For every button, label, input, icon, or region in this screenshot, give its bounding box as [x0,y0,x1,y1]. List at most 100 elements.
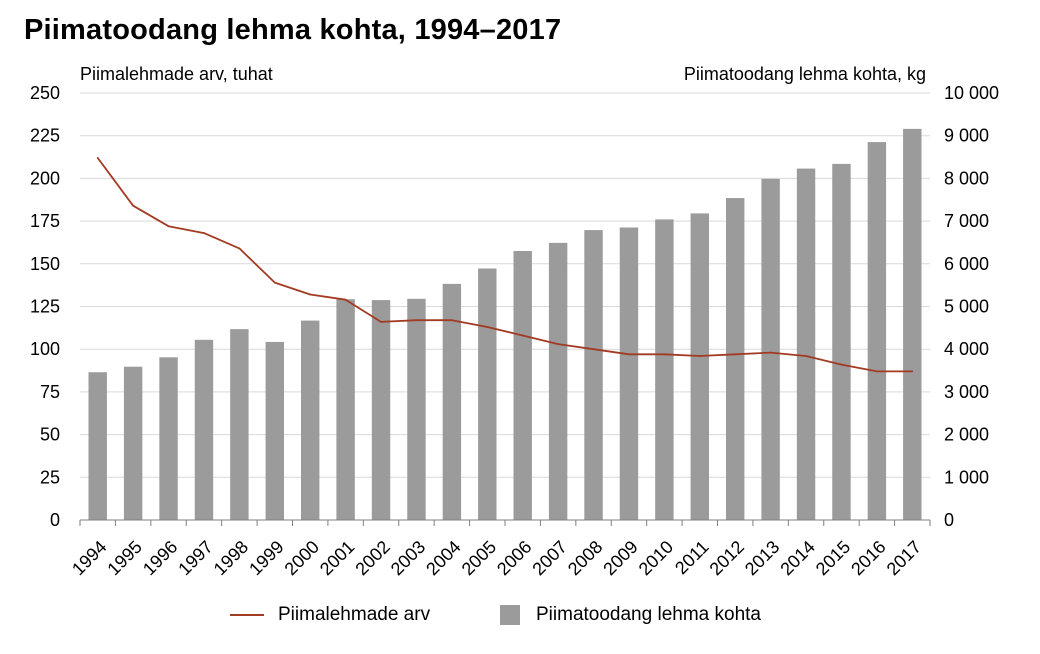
right-tick-label: 6 000 [944,254,989,274]
left-tick-label: 125 [30,297,60,317]
line-point [557,343,560,345]
right-tick-label: 1 000 [944,467,989,487]
line-point [344,298,347,301]
x-tick-label: 2011 [671,537,713,579]
x-axis-ticks: 1994199519961997199819992000200120022003… [68,537,925,579]
left-axis-ticks: 0 25 50 75 100 125 150 175 200 225 250 [30,83,60,530]
chart-plot: 0 25 50 75 100 125 150 175 200 225 250 0 1 000 2 000… [30,83,999,579]
line-point [309,293,312,296]
x-tick-label: 2004 [422,537,464,579]
bar [88,372,107,520]
line-point [96,157,99,159]
line-point [132,204,135,207]
right-tick-label: 5 000 [944,297,989,317]
legend-label-bar: Piimatoodang lehma kohta [536,604,761,625]
x-tick-label: 1994 [68,537,110,579]
bar [230,329,249,520]
line-point [911,370,914,373]
bar [796,168,816,521]
right-tick-label: 3 000 [944,382,989,402]
line-point [592,348,595,351]
bar [265,341,284,520]
left-tick-label: 225 [30,126,60,146]
x-tick-label: 1996 [139,537,181,579]
bar [123,366,143,520]
x-tick-label: 2008 [564,537,606,579]
bar [194,339,214,520]
bar [371,300,391,520]
bar [301,320,320,520]
right-tick-label: 9 000 [944,126,989,146]
bar [867,142,887,521]
bar [903,128,922,521]
x-tick-label: 2003 [387,537,429,579]
legend-line-swatch [230,614,264,616]
right-tick-label: 0 [944,510,954,530]
legend-item-line: Piimalehmade arv [230,604,430,626]
line-point [450,319,453,322]
x-tick-label: 2006 [493,537,535,579]
axes [79,519,931,526]
left-tick-label: 100 [30,339,60,359]
line-point [238,247,241,250]
bar [407,298,426,520]
right-tick-label: 2 000 [944,425,989,445]
x-tick-label: 2002 [351,537,393,579]
gridlines [80,92,930,478]
bar [159,357,178,520]
left-tick-label: 0 [50,510,60,530]
left-tick-label: 175 [30,211,60,231]
bar [478,268,497,520]
bar [726,198,745,521]
x-tick-label: 2007 [528,537,570,579]
right-axis-ticks: 0 1 000 2 000 3 000 4 000 5 000 6 000 7 000 8 00… [944,83,999,530]
x-tick-label: 2013 [741,537,783,579]
line-point [769,351,772,354]
x-tick-label: 1995 [103,537,145,579]
x-tick-label: 1999 [245,537,287,579]
right-tick-label: 7 000 [944,211,989,231]
line-point [698,355,701,357]
right-tick-label: 10 000 [944,83,999,103]
bar-series [88,128,922,521]
x-tick-label: 2001 [316,537,358,579]
line-point [486,326,489,328]
line-point [663,353,666,356]
bar [513,250,532,521]
line-point [628,353,630,356]
x-tick-label: 1998 [210,537,252,579]
x-tick-label: 2016 [847,537,889,579]
bar [690,213,709,520]
left-tick-label: 25 [40,467,60,487]
legend-label-line: Piimalehmade arv [278,604,431,625]
line-point [734,353,737,356]
bar [442,283,462,520]
chart-title: Piimatoodang lehma kohta, 1994–2017 [24,14,562,46]
line-point [840,363,843,366]
left-tick-label: 50 [40,425,60,445]
line-point [203,232,205,234]
left-tick-label: 75 [40,382,60,402]
line-point [805,355,807,357]
line-point [380,320,382,323]
x-tick-label: 2010 [635,537,677,579]
legend: Piimalehmade arv Piimatoodang lehma koht… [0,604,1040,634]
right-tick-label: 4 000 [944,339,989,359]
left-axis-label: Piimalehmade arv, tuhat [80,64,273,84]
x-tick-label: 2017 [883,537,925,579]
left-tick-label: 250 [30,83,60,103]
line-point [415,319,418,322]
legend-bar-swatch [500,605,520,625]
x-tick-label: 2009 [599,537,641,579]
x-tick-label: 2014 [776,537,818,579]
line-point [167,225,170,228]
x-tick-label: 1997 [174,537,216,579]
right-tick-label: 8 000 [944,168,989,188]
line-point [273,281,276,284]
line-series [96,157,914,373]
line-point [521,334,524,337]
bar [619,227,639,520]
x-tick-label: 2005 [458,537,500,579]
legend-item-bar: Piimatoodang lehma kohta [500,604,761,626]
line-point [875,370,878,373]
